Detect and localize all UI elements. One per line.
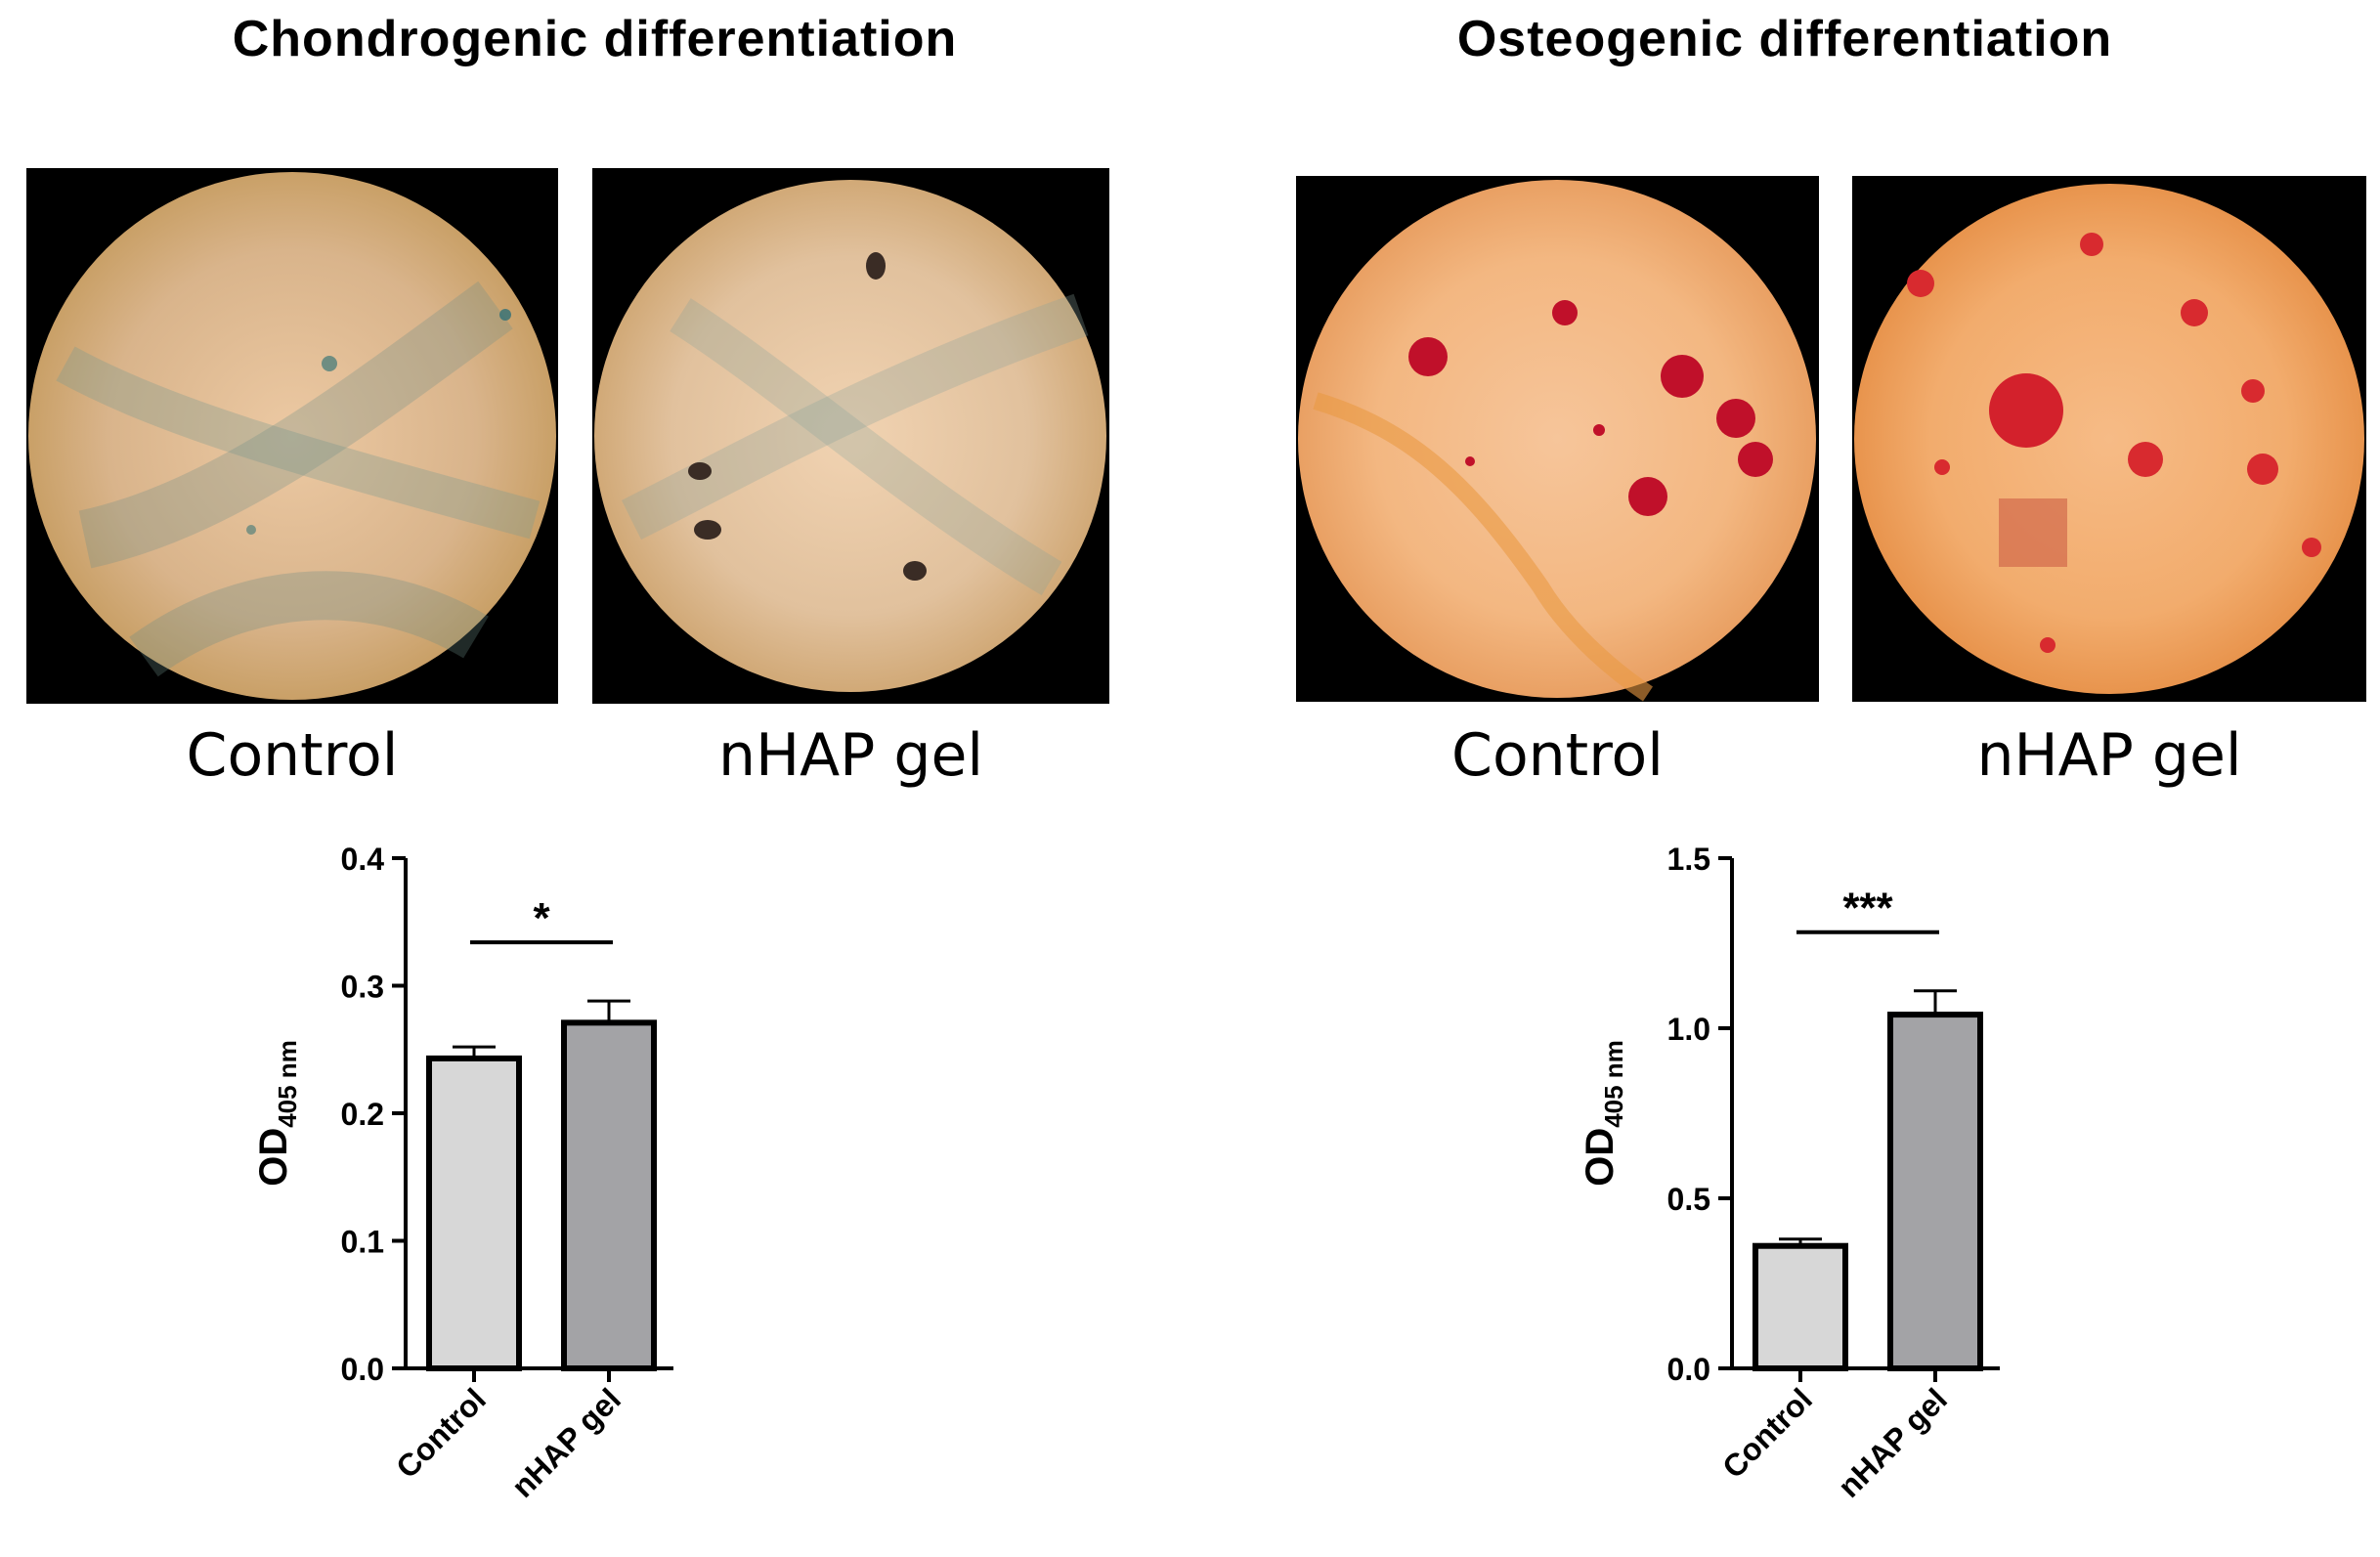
osteogenic-panel: Osteogenic differentiation <box>1190 0 2380 1557</box>
chondro-nhap-label: nHAP gel <box>717 721 984 790</box>
y-axis-label: OD405 nm <box>1579 1040 1628 1187</box>
bar <box>561 1019 657 1371</box>
chondro-nhap-micrograph <box>592 168 1109 704</box>
osteo-control-label: Control <box>1451 721 1664 790</box>
y-tick-label: 0.0 <box>341 1352 384 1387</box>
y-axis-label-sub: 405 nm <box>273 1040 302 1128</box>
chondro-bar-chart-svg: 0.0 0.1 0.2 0.3 0.4 OD405 nm Control nHAP gel * <box>252 842 673 1504</box>
y-axis-label: OD405 nm <box>252 1040 302 1187</box>
bar <box>1753 1242 1848 1371</box>
bar <box>426 1055 522 1371</box>
y-tick-label: 0.3 <box>341 970 384 1005</box>
y-tick-label: 0.1 <box>341 1225 384 1260</box>
y-tick-label: 1.0 <box>1667 1012 1710 1047</box>
panel-title: Osteogenic differentiation <box>1456 11 2113 67</box>
osteo-nhap-label: nHAP gel <box>1976 721 2242 790</box>
x-tick-label: nHAP gel <box>504 1381 627 1504</box>
osteo-control-micrograph <box>1296 176 1819 702</box>
osteo-nhap-micrograph <box>1852 176 2366 702</box>
bar <box>1887 1012 1983 1372</box>
chondro-bar-chart: 0.0 0.1 0.2 0.3 0.4 OD405 nm Control nHAP gel * <box>235 821 782 1557</box>
osteo-bar-chart: 0.0 0.5 1.0 1.5 OD405 nm Control nHAP gel *** <box>1561 821 2108 1557</box>
chondro-control-label: Control <box>186 721 399 790</box>
y-tick-label: 1.5 <box>1667 842 1710 877</box>
chondro-control-micrograph <box>26 168 558 704</box>
y-axis-label-main: OD <box>252 1128 295 1187</box>
y-tick-label: 0.0 <box>1667 1352 1710 1387</box>
panel-title: Chondrogenic differentiation <box>232 11 958 67</box>
x-tick-label: Control <box>1715 1381 1819 1485</box>
y-tick-label: 0.5 <box>1667 1182 1710 1217</box>
y-tick-label: 0.4 <box>341 842 385 877</box>
y-axis-label-sub: 405 nm <box>1599 1040 1628 1128</box>
significance-label: * <box>533 894 550 942</box>
y-tick-label: 0.2 <box>341 1097 384 1132</box>
chondrogenic-panel: Chondrogenic differentiation <box>26 11 1109 1557</box>
osteo-bar-chart-svg: 0.0 0.5 1.0 1.5 OD405 nm Control nHAP gel *** <box>1579 842 2000 1504</box>
y-axis-label-main: OD <box>1579 1128 1622 1187</box>
x-tick-label: nHAP gel <box>1831 1381 1954 1504</box>
significance-label: *** <box>1842 885 1893 932</box>
x-tick-label: Control <box>389 1381 493 1485</box>
